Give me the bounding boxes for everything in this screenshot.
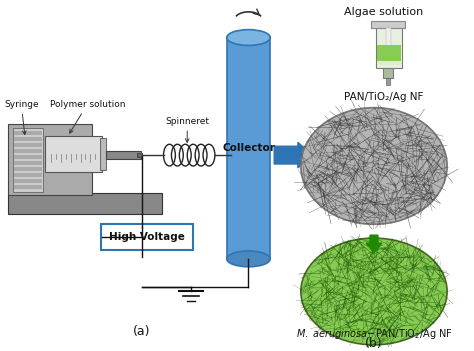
Text: Syringe: Syringe <box>4 100 38 134</box>
FancyArrow shape <box>366 235 382 253</box>
FancyArrow shape <box>274 142 312 168</box>
Text: (a): (a) <box>133 325 151 338</box>
FancyBboxPatch shape <box>13 128 43 192</box>
FancyBboxPatch shape <box>106 151 141 159</box>
FancyBboxPatch shape <box>14 149 42 153</box>
FancyBboxPatch shape <box>14 143 42 147</box>
FancyBboxPatch shape <box>377 45 401 63</box>
FancyBboxPatch shape <box>14 173 42 177</box>
FancyBboxPatch shape <box>9 124 92 195</box>
Ellipse shape <box>301 108 447 224</box>
Text: High Voltage: High Voltage <box>109 232 185 242</box>
FancyBboxPatch shape <box>383 68 393 78</box>
FancyBboxPatch shape <box>137 153 142 157</box>
FancyBboxPatch shape <box>377 61 401 65</box>
FancyBboxPatch shape <box>14 137 42 141</box>
Ellipse shape <box>301 238 447 345</box>
FancyBboxPatch shape <box>101 224 192 251</box>
Text: Collector: Collector <box>222 143 275 153</box>
FancyBboxPatch shape <box>14 179 42 183</box>
FancyBboxPatch shape <box>14 167 42 171</box>
FancyBboxPatch shape <box>14 185 42 189</box>
FancyBboxPatch shape <box>45 136 102 172</box>
Text: PAN/TiO₂/Ag NF: PAN/TiO₂/Ag NF <box>344 92 424 102</box>
FancyBboxPatch shape <box>14 155 42 159</box>
FancyBboxPatch shape <box>9 193 162 214</box>
FancyBboxPatch shape <box>100 138 106 170</box>
FancyBboxPatch shape <box>227 38 270 259</box>
Text: Spinneret: Spinneret <box>165 117 209 143</box>
Text: Algae solution: Algae solution <box>344 7 423 17</box>
Text: Polymer solution: Polymer solution <box>50 100 125 133</box>
FancyBboxPatch shape <box>371 21 405 28</box>
FancyBboxPatch shape <box>14 161 42 165</box>
FancyBboxPatch shape <box>14 131 42 135</box>
Text: (b): (b) <box>365 337 383 350</box>
FancyBboxPatch shape <box>386 28 391 47</box>
FancyBboxPatch shape <box>386 78 390 85</box>
Text: $\it{M.\ aeruginosa}$$\mathdefault{-PAN/TiO_2/Ag\ NF}$: $\it{M.\ aeruginosa}$$\mathdefault{-PAN/… <box>296 327 452 341</box>
Ellipse shape <box>227 29 270 45</box>
FancyBboxPatch shape <box>376 23 401 68</box>
Ellipse shape <box>227 251 270 267</box>
